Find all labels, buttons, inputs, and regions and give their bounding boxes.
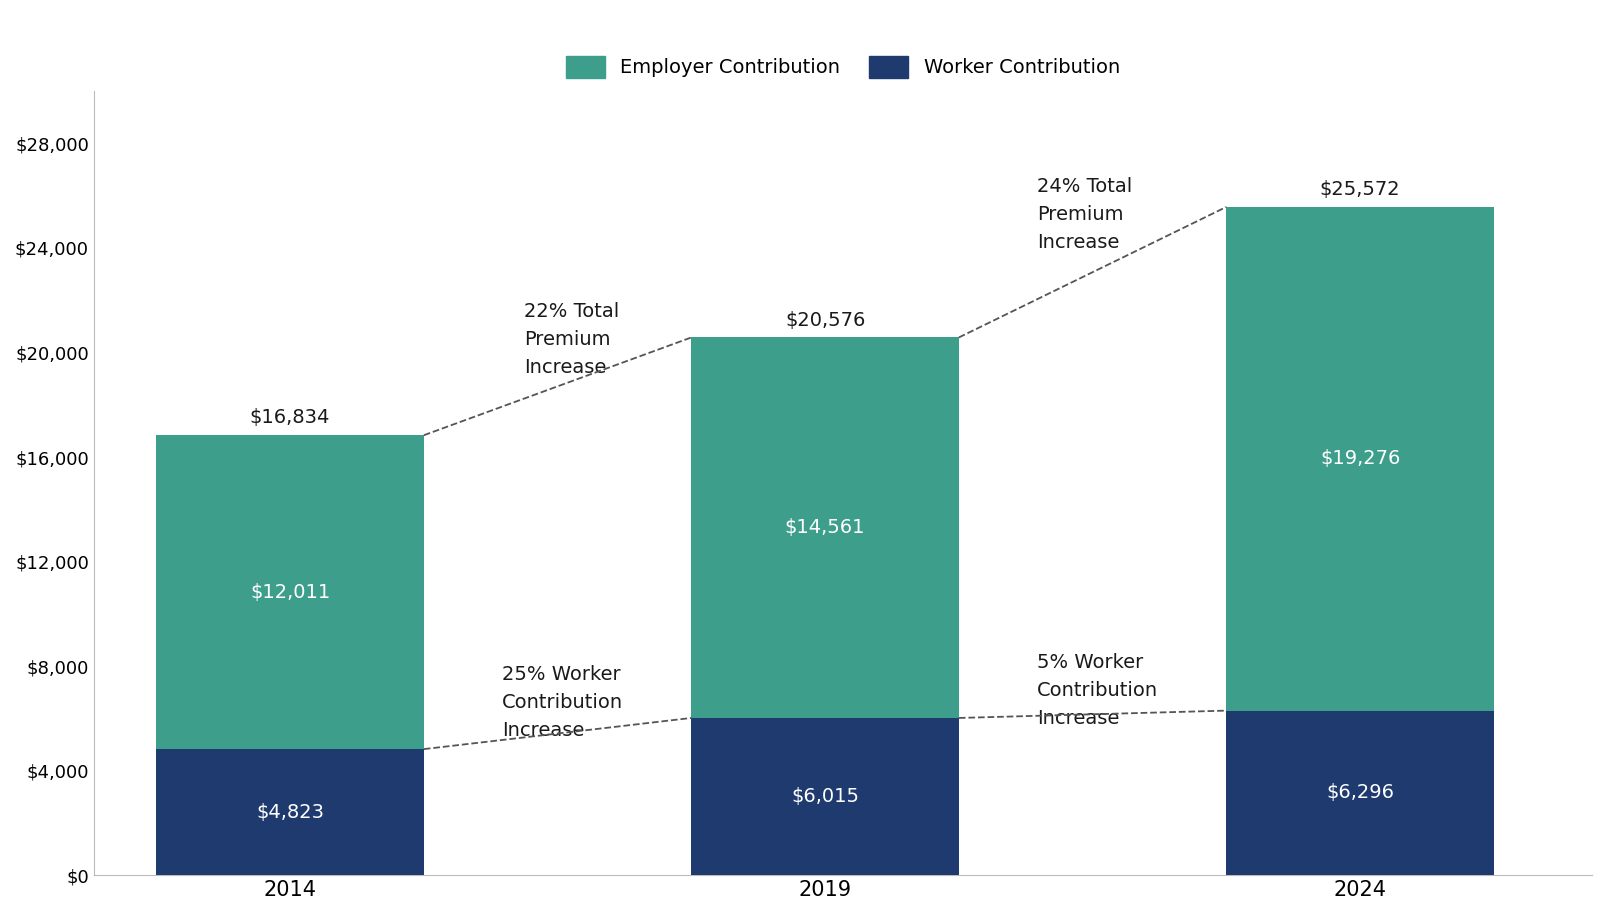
Bar xyxy=(1226,207,1495,711)
Text: $14,561: $14,561 xyxy=(784,518,865,537)
Bar xyxy=(691,338,959,718)
Text: 5% Worker
Contribution
Increase: 5% Worker Contribution Increase xyxy=(1038,653,1159,728)
Bar xyxy=(1226,711,1495,875)
Bar xyxy=(156,749,424,875)
Text: 25% Worker
Contribution
Increase: 25% Worker Contribution Increase xyxy=(503,664,624,739)
Text: $16,834: $16,834 xyxy=(249,408,329,427)
Text: $6,296: $6,296 xyxy=(1326,783,1395,802)
Text: 22% Total
Premium
Increase: 22% Total Premium Increase xyxy=(524,302,619,377)
Text: $12,011: $12,011 xyxy=(251,583,329,602)
Legend: Employer Contribution, Worker Contribution: Employer Contribution, Worker Contributi… xyxy=(556,46,1130,88)
Bar xyxy=(691,718,959,875)
Text: $19,276: $19,276 xyxy=(1319,449,1400,468)
Text: $4,823: $4,823 xyxy=(256,802,325,822)
Bar xyxy=(156,436,424,749)
Text: $25,572: $25,572 xyxy=(1319,180,1400,199)
Text: 24% Total
Premium
Increase: 24% Total Premium Increase xyxy=(1038,178,1133,253)
Text: $6,015: $6,015 xyxy=(791,787,860,806)
Text: $20,576: $20,576 xyxy=(784,310,865,329)
